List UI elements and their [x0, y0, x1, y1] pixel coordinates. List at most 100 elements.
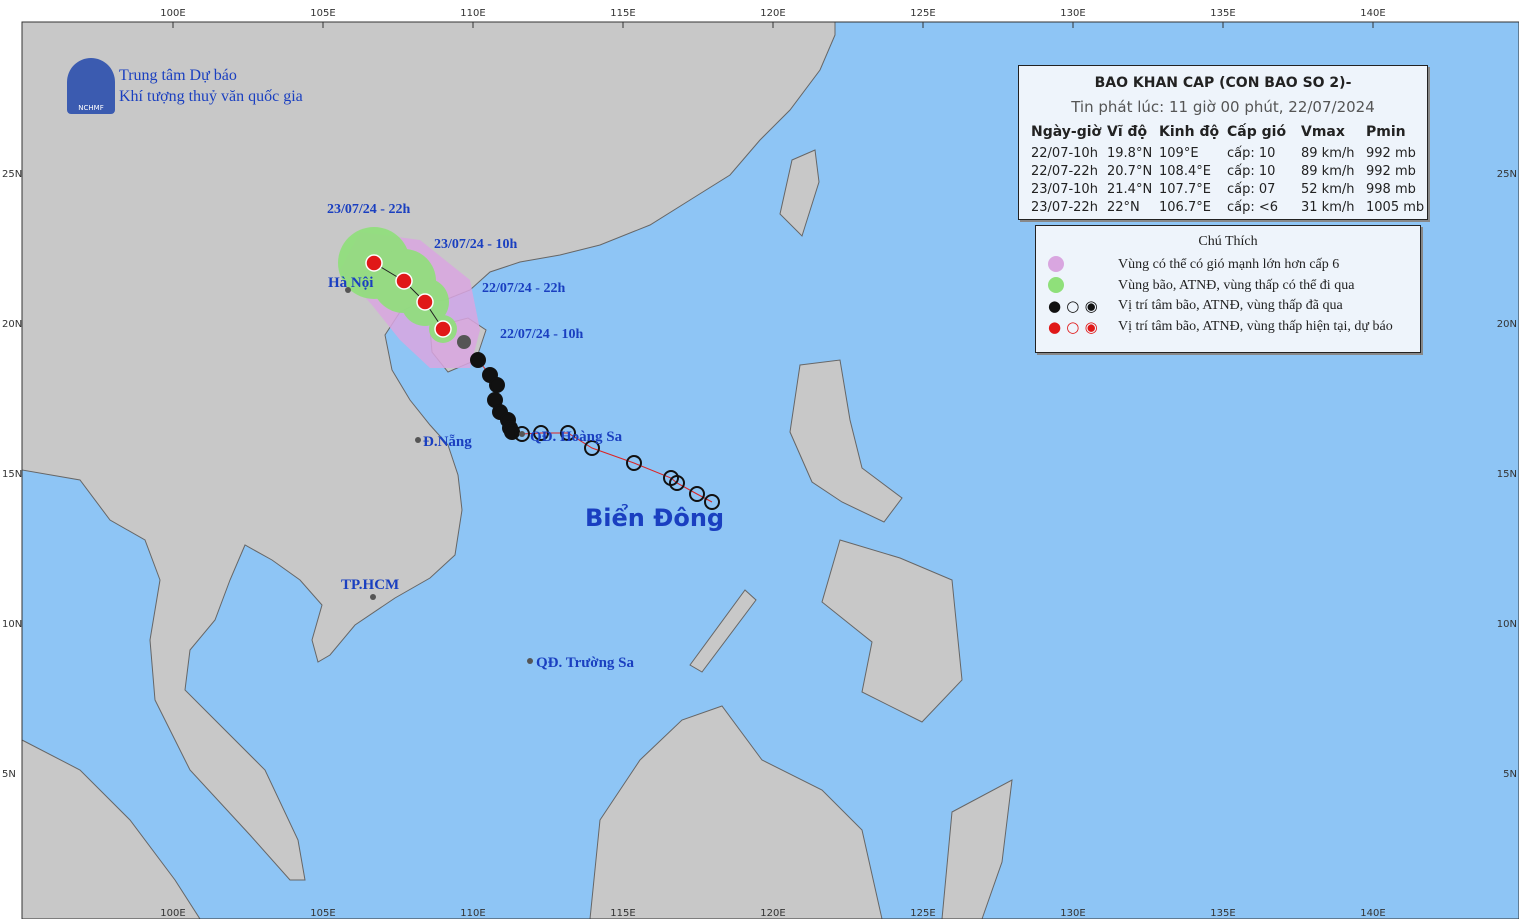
lon-label: 100E: [160, 908, 185, 919]
bulletin-issued: Tin phát lúc: 11 giờ 00 phút, 22/07/2024: [1071, 98, 1375, 116]
taiwan: [779, 149, 820, 237]
track: [365, 254, 720, 510]
past-position: [626, 455, 642, 471]
cell: 22/07-22h: [1031, 164, 1098, 179]
cell: cấp: 10: [1227, 164, 1276, 179]
bulletin-box: BAO KHAN CAP (CON BAO SO 2)- Tin phát lúc…: [1018, 65, 1428, 220]
track-label: 22/07/24 - 10h: [500, 327, 583, 342]
lon-label: 110E: [460, 8, 485, 19]
bulletin-title: BAO KHAN CAP (CON BAO SO 2)-: [1094, 75, 1352, 91]
place-label: QĐ. Trường Sa: [536, 655, 635, 671]
track-label: 22/07/24 - 22h: [482, 281, 565, 296]
place-label: TP.HCM: [341, 577, 399, 593]
forecast-position: [395, 272, 413, 290]
visayas-mindanao: [821, 539, 963, 723]
logo: NCHMF: [67, 58, 115, 114]
past-position: [689, 486, 705, 502]
column-header: Pmin: [1366, 124, 1406, 140]
legend-item: Vùng có thể có gió mạnh lớn hơn cấp 6: [1118, 257, 1340, 272]
cell: 107.7°E: [1159, 182, 1211, 197]
cell: cấp: 10: [1227, 146, 1276, 161]
past-position: [489, 377, 505, 393]
sumatra: [21, 739, 201, 919]
lon-label: 135E: [1210, 908, 1235, 919]
cell: 52 km/h: [1301, 182, 1355, 197]
past-position: [504, 424, 520, 440]
agency-line: Khí tượng thuỷ văn quốc gia: [119, 88, 303, 105]
lon-label: 110E: [460, 908, 485, 919]
lat-label: 25N: [1497, 169, 1517, 180]
palawan: [689, 589, 757, 673]
lat-label: 25N: [2, 169, 22, 180]
legend-item: Vùng bão, ATNĐ, vùng thấp có thể đi qua: [1118, 277, 1355, 293]
forecast-track: [373, 262, 444, 330]
sulawesi: [941, 779, 1013, 919]
column-header: Vĩ độ: [1107, 124, 1148, 140]
past-position: [669, 475, 685, 491]
mainland: [21, 21, 836, 881]
lat-label: 10N: [2, 619, 22, 630]
cell: 1005 mb: [1366, 200, 1425, 215]
lon-label: 125E: [910, 908, 935, 919]
cell: 22°N: [1107, 200, 1140, 215]
legend-icon: [1048, 276, 1064, 297]
forecast-position: [365, 254, 383, 272]
column-header: Cấp gió: [1227, 124, 1287, 140]
frame: [21, 21, 1519, 919]
past-position: [470, 352, 486, 368]
place-dot: [345, 287, 351, 293]
forecast-position: [416, 293, 434, 311]
lat-label: 20N: [1497, 319, 1517, 330]
lat-label: 15N: [2, 469, 22, 480]
legend-box: Chú Thích Vùng có thể có gió mạnh lớn hơn…: [1035, 225, 1421, 353]
column-header: Vmax: [1301, 124, 1345, 140]
cell: 19.8°N: [1107, 146, 1153, 161]
agency-line: Trung tâm Dự báo: [119, 67, 237, 84]
lon-label: 140E: [1360, 8, 1385, 19]
track-label: 23/07/24 - 22h: [327, 202, 410, 217]
lon-label: 135E: [1210, 8, 1235, 19]
cell: 89 km/h: [1301, 146, 1355, 161]
past-position: [704, 494, 720, 510]
past-position: [533, 425, 549, 441]
lon-label: 130E: [1060, 8, 1085, 19]
lat-label: 5N: [2, 769, 16, 780]
lon-label: 125E: [910, 8, 935, 19]
legend-icon: [1048, 256, 1064, 276]
place-label: QĐ. Hoàng Sa: [530, 429, 623, 445]
legend-title: Chú Thích: [1198, 234, 1258, 249]
past-position: [560, 425, 576, 441]
lat-label: 5N: [1503, 769, 1517, 780]
lon-label: 105E: [310, 8, 335, 19]
cell: 108.4°E: [1159, 164, 1211, 179]
place-label: Đ.Nẵng: [423, 434, 472, 450]
cell: 992 mb: [1366, 164, 1416, 179]
lat-label: 10N: [1497, 619, 1517, 630]
place-dot: [519, 431, 525, 437]
cell: cấp: 07: [1227, 182, 1276, 197]
legend-icon: ● ○ ◉: [1048, 297, 1098, 315]
lon-label: 120E: [760, 908, 785, 919]
lon-label: 105E: [310, 908, 335, 919]
past-position: [584, 440, 600, 456]
lon-label: 115E: [610, 908, 635, 919]
cell: 31 km/h: [1301, 200, 1355, 215]
cell: 22/07-10h: [1031, 146, 1098, 161]
cell: 23/07-22h: [1031, 200, 1098, 215]
track-label: 23/07/24 - 10h: [434, 237, 517, 252]
cell: 21.4°N: [1107, 182, 1153, 197]
lon-label: 115E: [610, 8, 635, 19]
place-dot: [370, 594, 376, 600]
lon-label: 130E: [1060, 908, 1085, 919]
luzon: [789, 359, 903, 523]
lat-label: 20N: [2, 319, 22, 330]
cell: cấp: <6: [1227, 200, 1279, 215]
borneo: [589, 705, 883, 919]
cell: 998 mb: [1366, 182, 1416, 197]
cell: 20.7°N: [1107, 164, 1153, 179]
place-label: Biển Đông: [585, 502, 724, 532]
past-position: [457, 335, 471, 349]
cell: 23/07-10h: [1031, 182, 1098, 197]
place-label: Hà Nội: [328, 275, 373, 291]
past-position: [514, 426, 530, 442]
